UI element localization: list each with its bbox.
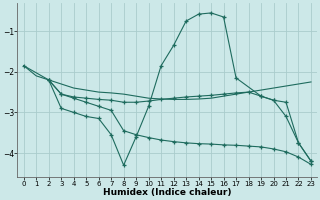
X-axis label: Humidex (Indice chaleur): Humidex (Indice chaleur) (103, 188, 232, 197)
